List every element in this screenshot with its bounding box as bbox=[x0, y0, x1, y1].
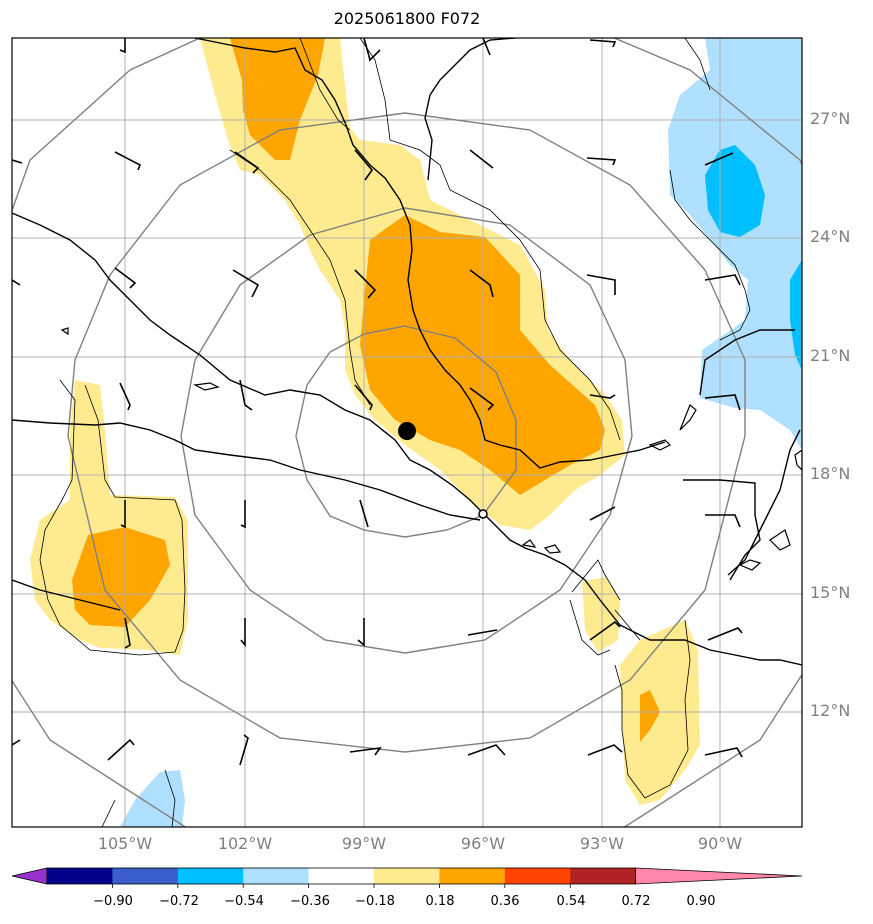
map-content bbox=[12, 38, 802, 827]
lat-label-24n: 24°N bbox=[810, 227, 851, 246]
colorbar-segment bbox=[308, 868, 375, 884]
colorbar-tick: −0.54 bbox=[224, 894, 264, 909]
colorbar-tick: −0.36 bbox=[290, 894, 330, 909]
lon-label-93w: 93°W bbox=[579, 834, 625, 853]
colorbar-extend-high bbox=[635, 867, 803, 885]
colorbar-tick: 0.54 bbox=[556, 894, 586, 909]
lon-label-102w: 102°W bbox=[217, 834, 273, 853]
colorbar-tick: −0.90 bbox=[93, 894, 133, 909]
colorbar-segment bbox=[504, 868, 571, 884]
colorbar-frame bbox=[46, 867, 636, 885]
lat-label-18n: 18°N bbox=[810, 464, 851, 483]
colorbar-extend-low bbox=[11, 867, 48, 885]
map-title: 2025061800 F072 bbox=[333, 9, 481, 28]
islands bbox=[60, 327, 802, 571]
reference-point-marker bbox=[478, 509, 488, 519]
contour-light-blue bbox=[120, 38, 802, 827]
colorbar bbox=[11, 867, 803, 888]
lat-label-12n: 12°N bbox=[810, 701, 851, 720]
coastlines bbox=[12, 38, 802, 666]
colorbar-tick: 0.90 bbox=[686, 894, 716, 909]
lon-label-99w: 99°W bbox=[341, 834, 387, 853]
lon-label-96w: 96°W bbox=[460, 834, 506, 853]
colorbar-tick: −0.18 bbox=[355, 894, 395, 909]
colorbar-segment bbox=[112, 868, 179, 884]
lat-label-21n: 21°N bbox=[810, 346, 851, 365]
storm-center-marker bbox=[398, 422, 416, 440]
lon-label-90w: 90°W bbox=[697, 834, 743, 853]
colorbar-segment bbox=[374, 868, 440, 884]
colorbar-segment bbox=[439, 868, 506, 884]
colorbar-segment bbox=[47, 868, 113, 884]
colorbar-segment bbox=[570, 868, 637, 884]
wind-barbs bbox=[12, 38, 743, 766]
lat-label-27n: 27°N bbox=[810, 109, 851, 128]
colorbar-tick: 0.72 bbox=[621, 894, 651, 909]
map-frame bbox=[11, 37, 803, 828]
colorbar-tick: 0.18 bbox=[425, 894, 455, 909]
colorbar-segment bbox=[243, 868, 310, 884]
colorbar-tick: −0.72 bbox=[159, 894, 199, 909]
thin-borders bbox=[39, 38, 751, 827]
lon-label-105w: 105°W bbox=[97, 834, 153, 853]
colorbar-tick: 0.36 bbox=[490, 894, 520, 909]
lat-label-15n: 15°N bbox=[810, 583, 851, 602]
range-rings bbox=[12, 38, 802, 827]
colorbar-segment bbox=[177, 868, 244, 884]
